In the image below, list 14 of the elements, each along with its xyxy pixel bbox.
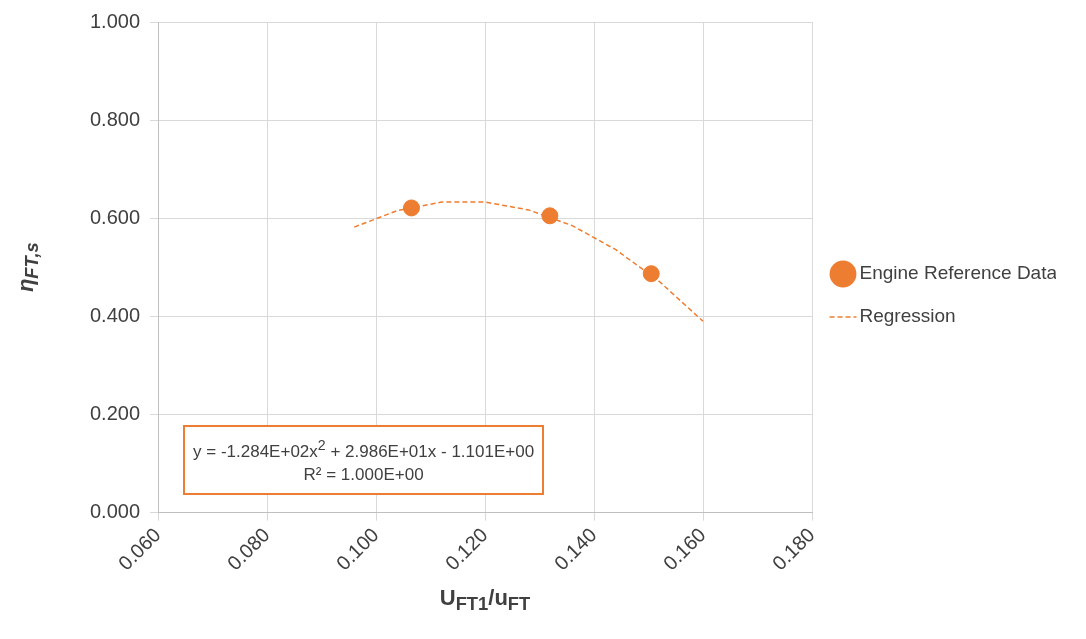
point — [541, 207, 559, 225]
x-axis-title: U$_{FT1}$/u$_{FT}$ — [438, 585, 532, 616]
legend-label: Regression — [859, 305, 956, 327]
y-tick-label: 0.600 — [89, 205, 141, 228]
annotation: R² = 1.000E+00 — [302, 464, 425, 487]
y-tick-label: 0.800 — [89, 107, 141, 130]
y-tick-label: 0.400 — [89, 303, 141, 326]
y-tick-label: 1.000 — [89, 9, 141, 32]
point — [402, 199, 420, 217]
y-tick-label: 0.200 — [89, 402, 141, 425]
point — [642, 265, 660, 283]
annotation: y = -1.284E+02x$^{2}$ + 2.986E+01x - 1.101E+00 — [193, 435, 535, 463]
line-series — [353, 201, 704, 323]
y-tick-label: 0.000 — [89, 500, 141, 523]
